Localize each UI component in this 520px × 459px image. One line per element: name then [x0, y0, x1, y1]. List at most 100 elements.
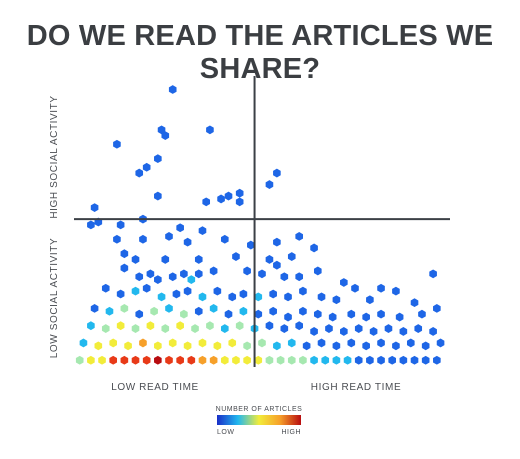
hex-bin: [87, 355, 95, 365]
hex-bin: [75, 355, 84, 365]
hex-bin: [269, 289, 277, 299]
hex-bin: [165, 232, 173, 241]
hex-bin: [180, 269, 188, 279]
hex-bin: [142, 162, 151, 172]
hex-bin: [421, 355, 430, 365]
hex-bin: [299, 286, 307, 296]
hex-bin: [116, 220, 125, 230]
hex-bin: [235, 188, 244, 198]
hex-bin: [317, 338, 326, 348]
hex-bin: [243, 355, 251, 365]
hex-bin: [161, 131, 170, 140]
hex-bin: [388, 355, 397, 365]
hex-bin: [120, 304, 129, 313]
hex-bin: [146, 321, 155, 331]
hex-bin: [191, 324, 199, 333]
hex-bin: [116, 321, 125, 331]
hex-bin: [433, 304, 441, 313]
hex-bin: [265, 355, 274, 365]
hex-bin: [94, 341, 103, 351]
hex-bin: [313, 266, 322, 276]
hex-bin: [332, 355, 341, 365]
hex-bin: [421, 341, 430, 351]
hex-bin: [131, 355, 140, 365]
hex-bin: [105, 306, 114, 316]
hex-bin: [131, 255, 140, 264]
hex-bin: [183, 286, 192, 296]
hex-bin: [384, 324, 393, 333]
hex-bin: [157, 292, 166, 302]
hex-bin: [410, 298, 419, 308]
hex-bin: [142, 355, 151, 365]
hex-bin: [313, 309, 322, 319]
hex-bin: [135, 309, 144, 319]
hex-bin: [399, 355, 408, 365]
hex-bin: [172, 289, 181, 299]
hex-bin: [310, 327, 318, 336]
hex-bin: [321, 355, 330, 365]
hex-bin: [139, 234, 147, 244]
hex-bin: [209, 304, 218, 313]
hex-bin: [198, 226, 207, 236]
hex-bin: [206, 321, 214, 331]
hex-bin: [90, 304, 99, 313]
hex-bin: [113, 234, 121, 244]
hex-bin: [366, 355, 374, 365]
hex-bin: [366, 295, 374, 305]
hex-bin: [109, 338, 118, 348]
hex-bin: [347, 338, 356, 348]
x-axis-label-high: HIGH READ TIME: [311, 382, 401, 393]
hex-bin: [310, 355, 318, 365]
hex-bin: [232, 355, 240, 365]
hex-bin: [254, 292, 263, 302]
hex-bin: [194, 255, 203, 264]
hex-bin: [120, 355, 129, 365]
hex-bin: [399, 327, 408, 336]
legend-title: NUMBER OF ARTICLES: [216, 406, 303, 413]
hex-bin: [243, 341, 251, 351]
hex-bin: [120, 263, 129, 273]
hex-bin: [347, 309, 356, 319]
hex-bin: [392, 286, 400, 296]
hex-bin: [154, 355, 162, 365]
hex-bin: [176, 321, 184, 331]
hex-bin: [209, 266, 218, 276]
hex-bin: [202, 197, 211, 207]
hex-bins: [75, 85, 445, 365]
hex-bin: [194, 269, 203, 279]
hex-bin: [187, 275, 196, 284]
hex-bin: [87, 220, 95, 230]
hex-bin: [254, 355, 263, 365]
hex-bin: [139, 338, 147, 348]
hex-bin: [232, 252, 240, 261]
hex-bin: [247, 240, 255, 250]
hex-bin: [254, 309, 263, 319]
legend-low-label: LOW: [217, 429, 234, 436]
hex-bin: [287, 355, 296, 365]
hex-bin: [276, 355, 285, 365]
hex-bin: [392, 341, 400, 351]
hex-bin: [154, 191, 162, 201]
hex-bin: [176, 223, 184, 233]
hex-bin: [273, 341, 281, 351]
hex-bin: [194, 306, 203, 316]
hex-bin: [198, 338, 207, 348]
hex-bin: [224, 191, 233, 201]
hex-bin: [436, 338, 445, 348]
hex-bin: [235, 197, 244, 207]
legend-high-label: HIGH: [282, 429, 302, 436]
hex-bin: [87, 321, 95, 331]
hex-bin: [302, 341, 311, 351]
hex-bin: [154, 154, 162, 164]
hex-bin: [377, 283, 385, 293]
hex-bin: [395, 312, 404, 322]
hex-bin: [269, 306, 277, 316]
hex-bin: [325, 324, 333, 333]
hex-bin: [142, 283, 151, 293]
hex-bin: [414, 324, 423, 333]
hex-bin: [131, 286, 140, 296]
hex-bin: [180, 309, 188, 319]
hex-bin: [98, 355, 106, 365]
hex-bin: [120, 249, 129, 259]
